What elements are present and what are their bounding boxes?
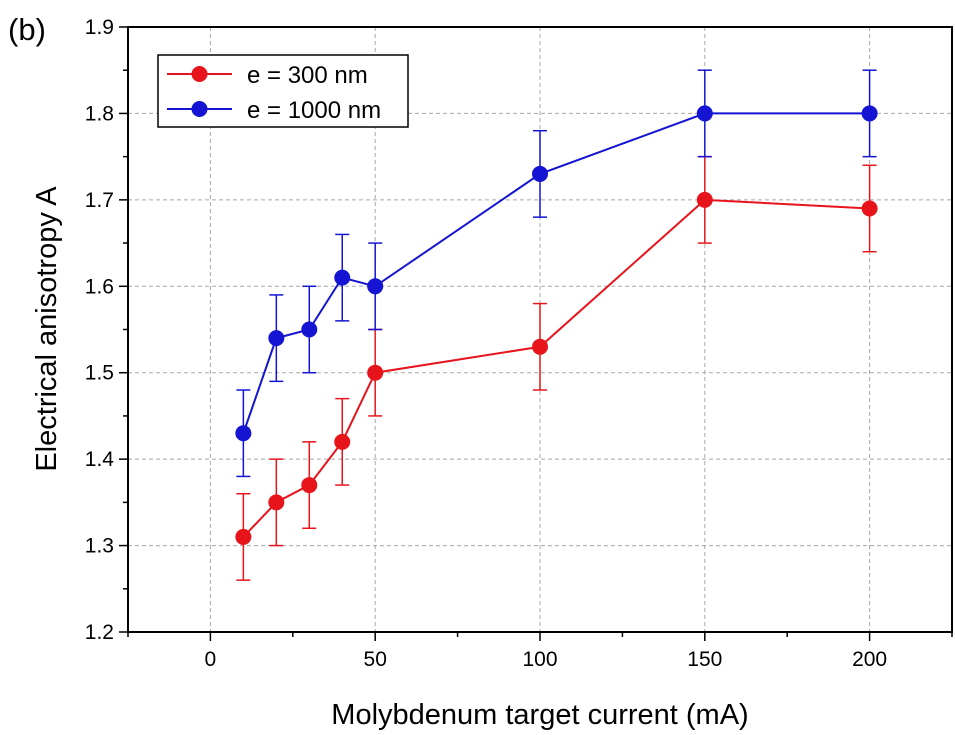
y-tick-label: 1.6 (85, 275, 114, 298)
legend-label: e = 300 nm (247, 62, 368, 89)
x-tick-label: 0 (205, 648, 217, 671)
series-2 (235, 69, 878, 478)
series-line (242, 198, 870, 538)
legend: e = 300 nm e = 1000 nm (157, 54, 409, 128)
series-1 (235, 155, 878, 581)
x-tick-label: 200 (852, 648, 887, 671)
data-point (301, 321, 318, 338)
data-point (532, 165, 548, 182)
data-point (696, 191, 713, 208)
data-point (861, 105, 878, 122)
data-point (532, 338, 548, 355)
data-point (861, 200, 878, 217)
data-point (235, 425, 252, 442)
y-tick-label: 1.8 (85, 102, 114, 125)
y-tick-label: 1.5 (85, 362, 114, 385)
legend-items: e = 300 nm e = 1000 nm (167, 62, 381, 124)
panel-label: (b) (8, 12, 46, 47)
series-layer (235, 69, 878, 581)
legend-marker (191, 66, 208, 82)
y-tick-label: 1.7 (85, 189, 114, 212)
y-axis-title: Electrical anisotropy A (31, 186, 63, 472)
legend-label: e = 1000 nm (247, 97, 381, 124)
data-point (367, 364, 384, 381)
ticks (119, 26, 953, 641)
data-point (268, 330, 285, 347)
data-point (367, 278, 384, 295)
legend-marker (191, 101, 208, 117)
y-tick-label: 1.3 (85, 535, 114, 558)
data-point (268, 494, 285, 511)
data-point (334, 269, 351, 286)
y-tick-label: 1.9 (85, 16, 114, 39)
x-tick-label: 50 (364, 648, 387, 671)
x-tick-label: 100 (522, 648, 557, 671)
tick-labels: 0 50 100 150 200 1.2 1.3 1.4 1.5 1.6 1.7 1.8 1.9 (85, 16, 887, 671)
data-point (235, 528, 252, 545)
data-point (696, 105, 713, 122)
data-point (334, 433, 351, 450)
data-point (301, 477, 318, 494)
x-axis-title: Molybdenum target current (mA) (331, 699, 748, 731)
x-tick-label: 150 (687, 648, 722, 671)
y-tick-label: 1.4 (85, 448, 115, 471)
y-tick-label: 1.2 (85, 621, 114, 644)
